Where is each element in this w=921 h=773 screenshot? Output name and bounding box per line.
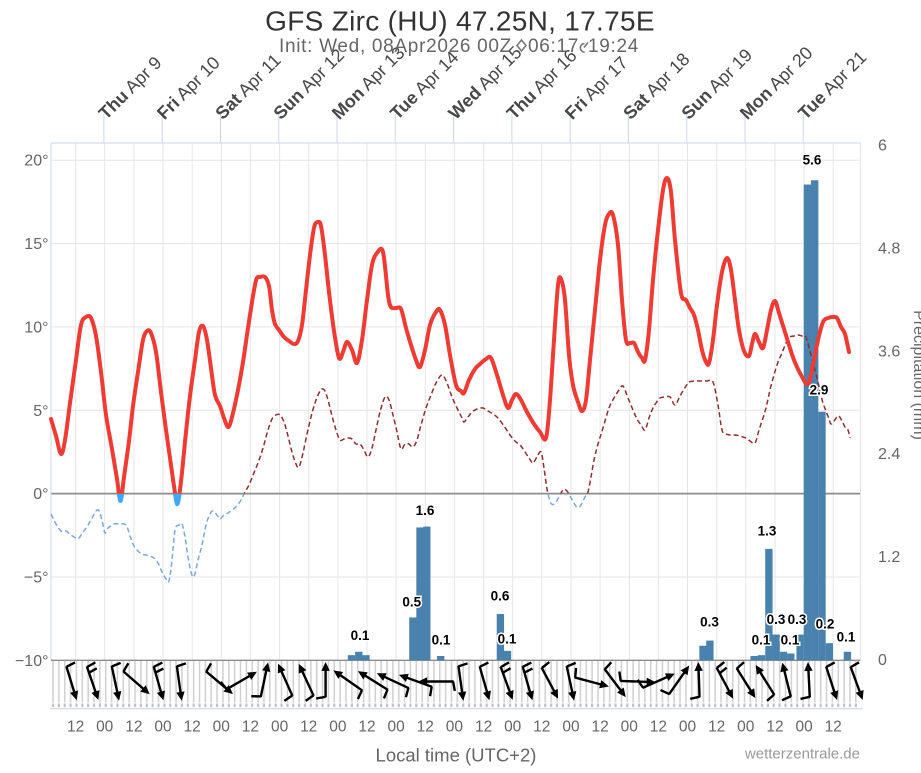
- svg-text:Precipitation (mm): Precipitation (mm): [910, 310, 921, 440]
- svg-text:−10°: −10°: [15, 653, 49, 670]
- svg-text:0.5: 0.5: [402, 595, 421, 610]
- svg-text:0: 0: [878, 652, 887, 669]
- svg-text:−5°: −5°: [24, 570, 49, 587]
- svg-text:00: 00: [795, 719, 813, 736]
- svg-text:00: 00: [621, 719, 639, 736]
- svg-text:00: 00: [154, 719, 172, 736]
- svg-text:12: 12: [766, 719, 783, 736]
- svg-text:12: 12: [475, 719, 492, 736]
- svg-text:15°: 15°: [24, 236, 48, 253]
- svg-text:3.6: 3.6: [878, 343, 900, 360]
- svg-text:12: 12: [417, 719, 434, 736]
- svg-text:4.8: 4.8: [878, 240, 900, 257]
- svg-text:1.2: 1.2: [878, 549, 900, 566]
- svg-text:0.3: 0.3: [767, 612, 786, 627]
- svg-text:1.3: 1.3: [758, 524, 777, 539]
- svg-text:2.9: 2.9: [810, 383, 829, 398]
- svg-text:0.1: 0.1: [498, 632, 517, 647]
- svg-text:5.6: 5.6: [803, 153, 822, 168]
- svg-text:Local time (UTC+2): Local time (UTC+2): [376, 745, 537, 766]
- svg-text:2.4: 2.4: [878, 446, 900, 463]
- svg-text:Init: Wed, 08Apr2026 00Z: Init: Wed, 08Apr2026 00Z: [279, 36, 512, 57]
- svg-text:00: 00: [679, 719, 697, 736]
- svg-text:12: 12: [825, 719, 842, 736]
- svg-text:12: 12: [533, 719, 550, 736]
- svg-text:1.6: 1.6: [416, 503, 435, 518]
- svg-text:12: 12: [67, 719, 84, 736]
- svg-text:00: 00: [562, 719, 580, 736]
- svg-text:12: 12: [125, 719, 142, 736]
- svg-text:GFS Zirc (HU) 47.25N, 17.75E: GFS Zirc (HU) 47.25N, 17.75E: [265, 6, 655, 37]
- svg-text:12: 12: [300, 719, 317, 736]
- svg-text:12: 12: [650, 719, 667, 736]
- svg-text:6: 6: [878, 138, 887, 155]
- svg-text:0.1: 0.1: [837, 630, 856, 645]
- svg-text:0.3: 0.3: [788, 612, 807, 627]
- svg-text:19:24: 19:24: [588, 36, 639, 57]
- svg-text:0.2: 0.2: [816, 617, 835, 632]
- svg-text:12: 12: [591, 719, 608, 736]
- svg-text:5°: 5°: [33, 403, 48, 420]
- svg-text:00: 00: [504, 719, 522, 736]
- svg-text:12: 12: [708, 719, 725, 736]
- svg-text:0.1: 0.1: [432, 633, 451, 648]
- svg-text:12: 12: [358, 719, 375, 736]
- svg-text:06:17: 06:17: [528, 36, 579, 57]
- svg-text:00: 00: [96, 719, 114, 736]
- svg-text:0.1: 0.1: [781, 633, 800, 648]
- svg-text:10°: 10°: [24, 319, 48, 336]
- svg-text:0.1: 0.1: [351, 628, 370, 643]
- svg-text:00: 00: [271, 719, 289, 736]
- svg-text:20°: 20°: [24, 153, 48, 170]
- svg-text:00: 00: [329, 719, 347, 736]
- svg-text:12: 12: [242, 719, 259, 736]
- svg-text:00: 00: [213, 719, 231, 736]
- svg-text:0.6: 0.6: [491, 589, 510, 604]
- svg-text:wetterzentrale.de: wetterzentrale.de: [744, 746, 860, 763]
- svg-text:12: 12: [184, 719, 201, 736]
- svg-text:00: 00: [446, 719, 464, 736]
- svg-text:00: 00: [737, 719, 755, 736]
- svg-text:0°: 0°: [33, 486, 48, 503]
- svg-text:0.1: 0.1: [752, 633, 771, 648]
- svg-text:0.3: 0.3: [700, 615, 719, 630]
- svg-text:00: 00: [387, 719, 405, 736]
